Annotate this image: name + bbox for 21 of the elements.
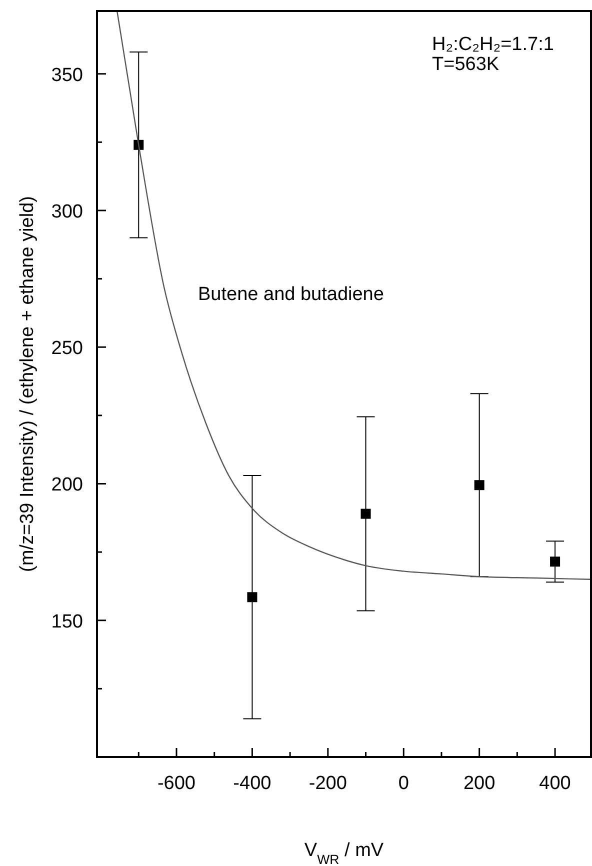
y-tick-label: 350	[51, 64, 83, 86]
x-tick-label: 400	[539, 773, 571, 794]
y-tick-label: 150	[51, 611, 83, 632]
x-axis-title: V$_{WR}$ / mV	[304, 840, 384, 866]
x-tick-label: -600	[157, 773, 196, 794]
y-axis-title: (m/z=39 Intensity) / (ethylene + ethane yield)	[17, 196, 38, 572]
point	[360, 508, 371, 519]
x-tick-label: -400	[233, 773, 272, 794]
x-tick-label: -200	[308, 773, 347, 794]
point	[247, 592, 258, 602]
annotation: H₂:C₂H₂=1.7:1	[432, 34, 554, 55]
y-tick-label: 250	[51, 338, 83, 360]
x-tick-label: 200	[463, 773, 496, 794]
y-tick-label: 200	[51, 474, 83, 496]
point	[474, 480, 484, 490]
annotation: Butene and butadiene	[198, 284, 384, 305]
annotation: T=563K	[432, 54, 500, 75]
line-series	[116, 11, 591, 580]
y-tick-label: 300	[51, 201, 83, 222]
x-tick-label: 0	[398, 773, 409, 794]
point	[550, 556, 560, 567]
